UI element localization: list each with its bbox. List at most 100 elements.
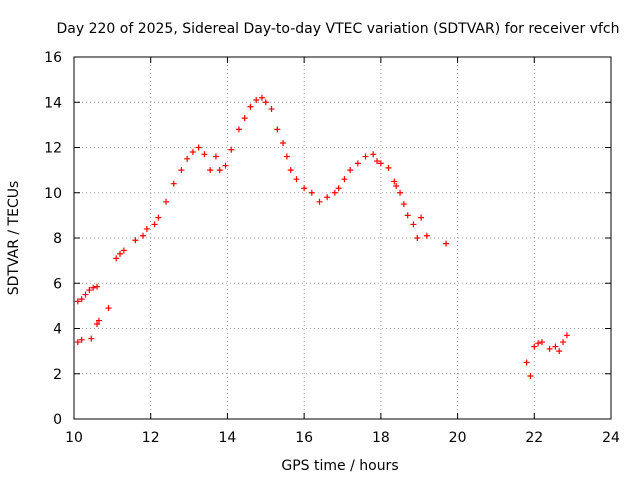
- chart-title: Day 220 of 2025, Sidereal Day-to-day VTE…: [56, 21, 619, 37]
- y-tick-label: 14: [44, 95, 62, 111]
- plot-border: [73, 56, 612, 420]
- data-point: [241, 115, 248, 122]
- data-point: [105, 305, 112, 312]
- data-point: [301, 185, 308, 192]
- data-point: [283, 153, 290, 160]
- data-point: [341, 176, 348, 183]
- data-point: [404, 212, 411, 219]
- y-axis-label: SDTVAR / TECUs: [6, 181, 22, 296]
- y-tick-label: 12: [44, 141, 62, 157]
- data-point: [563, 332, 570, 339]
- data-point: [308, 189, 315, 196]
- data-point: [556, 348, 563, 355]
- data-point: [178, 167, 185, 174]
- data-point: [207, 167, 214, 174]
- data-point: [74, 339, 81, 346]
- data-point: [247, 103, 254, 110]
- y-tick-label: 0: [53, 412, 62, 428]
- data-point: [268, 106, 275, 113]
- y-tick-label: 4: [53, 322, 62, 338]
- y-tick-label: 10: [44, 186, 62, 202]
- data-point: [347, 167, 354, 174]
- data-point: [274, 126, 281, 133]
- data-point: [527, 373, 534, 380]
- data-point: [262, 99, 269, 106]
- data-point: [400, 201, 407, 208]
- data-point: [423, 232, 430, 239]
- y-tick-label: 8: [53, 231, 62, 247]
- data-point: [538, 339, 545, 346]
- data-point: [410, 221, 417, 228]
- data-point: [143, 225, 150, 232]
- data-point: [293, 176, 300, 183]
- data-point: [253, 96, 260, 103]
- data-point: [74, 298, 81, 305]
- y-tick-label: 6: [53, 276, 62, 292]
- data-point: [189, 149, 196, 156]
- x-tick-label: 20: [449, 430, 467, 446]
- data-point: [443, 240, 450, 247]
- data-point: [88, 335, 95, 342]
- data-point: [354, 160, 361, 167]
- data-point: [90, 284, 97, 291]
- data-point: [235, 126, 242, 133]
- data-point: [82, 291, 89, 298]
- data-point: [560, 339, 567, 346]
- data-point: [335, 185, 342, 192]
- data-point: [393, 182, 400, 189]
- data-point: [391, 178, 398, 185]
- x-tick-label: 12: [142, 430, 160, 446]
- data-point: [280, 139, 287, 146]
- x-tick-label: 16: [295, 430, 313, 446]
- data-point: [151, 221, 158, 228]
- x-tick-label: 10: [65, 430, 83, 446]
- data-point: [195, 144, 202, 151]
- data-point: [287, 167, 294, 174]
- data-point: [228, 146, 235, 153]
- data-point: [385, 164, 392, 171]
- data-point: [140, 232, 147, 239]
- x-tick-label: 24: [602, 430, 620, 446]
- data-point: [331, 189, 338, 196]
- data-point: [94, 283, 101, 290]
- data-point: [132, 237, 139, 244]
- x-tick-label: 22: [525, 430, 543, 446]
- data-point: [258, 94, 265, 101]
- data-point: [94, 320, 101, 327]
- data-point: [86, 287, 93, 294]
- x-tick-label: 18: [372, 430, 390, 446]
- data-point: [374, 158, 381, 165]
- data-point: [184, 155, 191, 162]
- data-point: [78, 296, 85, 303]
- data-point: [414, 235, 421, 241]
- data-point: [113, 255, 120, 262]
- data-point: [201, 151, 208, 158]
- data-point: [316, 198, 323, 205]
- data-point: [377, 160, 384, 167]
- x-tick-label: 14: [219, 430, 237, 446]
- data-point: [163, 198, 170, 205]
- data-point: [95, 317, 102, 324]
- data-point: [523, 359, 530, 366]
- data-point: [120, 247, 127, 254]
- x-axis-label: GPS time / hours: [281, 458, 398, 474]
- y-tick-label: 2: [53, 367, 62, 383]
- data-point: [78, 336, 85, 343]
- data-point: [531, 343, 538, 350]
- grid-lines: [74, 57, 611, 419]
- data-point: [552, 343, 559, 350]
- data-point: [397, 189, 404, 196]
- data-point: [155, 214, 162, 221]
- data-point: [418, 214, 425, 221]
- data-point: [324, 194, 331, 201]
- data-point: [216, 167, 223, 174]
- data-point: [362, 153, 369, 160]
- data-point: [222, 162, 229, 169]
- data-point: [370, 151, 377, 158]
- data-point: [170, 180, 177, 187]
- y-tick-label: 16: [44, 50, 62, 66]
- data-point: [117, 250, 124, 257]
- data-points: [74, 94, 570, 380]
